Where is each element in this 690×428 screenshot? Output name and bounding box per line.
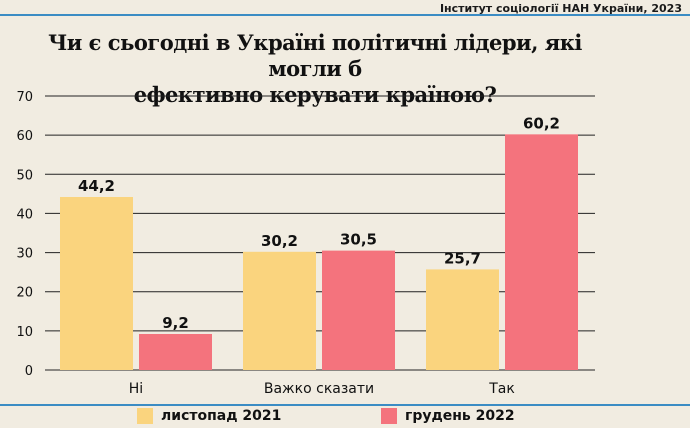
y-tick-label: 60 <box>16 129 33 144</box>
bar <box>139 333 212 370</box>
legend-label: грудень 2022 <box>405 408 515 424</box>
data-label: 25,7 <box>444 249 481 267</box>
data-label: 9,2 <box>162 314 189 332</box>
chart-title: Чи є сьогодні в Україні політичні лідери… <box>10 30 620 108</box>
y-tick-label: 0 <box>25 364 33 379</box>
bar <box>505 134 578 370</box>
bar <box>322 250 395 370</box>
bar <box>426 269 499 370</box>
source-label: Інститут соціології НАН України, 2023 <box>439 2 682 15</box>
y-tick-label: 70 <box>16 90 33 105</box>
y-tick-label: 50 <box>16 168 33 183</box>
data-label: 30,2 <box>261 232 298 250</box>
x-tick-label: Важко сказати <box>264 381 374 397</box>
legend-item-2021: листопад 2021 <box>137 408 281 424</box>
legend-item-2022: грудень 2022 <box>381 408 515 424</box>
title-line-2: ефективно керувати країною? <box>133 82 497 107</box>
data-label: 44,2 <box>78 177 115 195</box>
bar-chart: 0 10 20 30 40 50 60 70 Ні 44,2 9,2 Важко сказати 30,… <box>16 90 595 397</box>
y-tick-label: 10 <box>16 325 33 340</box>
bar <box>60 196 133 370</box>
x-tick-label: Ні <box>129 381 143 397</box>
title-line-1: Чи є сьогодні в Україні політичні лідери… <box>48 30 582 81</box>
bar <box>243 251 316 370</box>
data-label: 60,2 <box>523 114 560 132</box>
top-divider <box>0 14 690 16</box>
legend-swatch <box>137 408 153 424</box>
bottom-divider <box>0 404 690 406</box>
legend-swatch <box>381 408 397 424</box>
y-tick-label: 20 <box>16 286 33 301</box>
y-tick-label: 30 <box>16 247 33 262</box>
x-tick-label: Так <box>488 381 515 397</box>
legend-label: листопад 2021 <box>161 408 282 424</box>
y-tick-label: 40 <box>16 207 33 222</box>
data-label: 30,5 <box>340 231 377 249</box>
